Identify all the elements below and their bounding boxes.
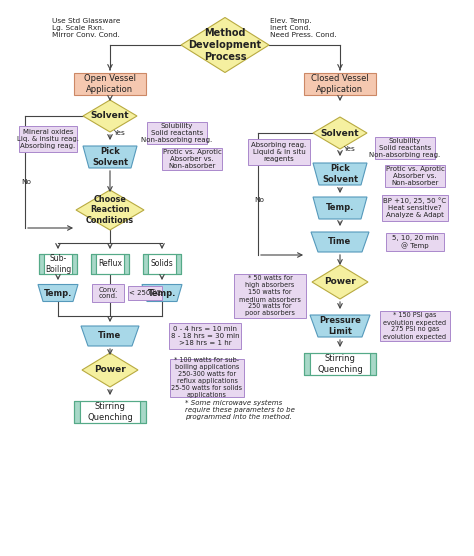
FancyBboxPatch shape xyxy=(382,195,448,221)
Text: BP +10, 25, 50 °C
Heat sensitive?
Analyze & Adapt: BP +10, 25, 50 °C Heat sensitive? Analyz… xyxy=(383,197,447,219)
FancyBboxPatch shape xyxy=(304,73,376,95)
Polygon shape xyxy=(312,265,368,299)
FancyBboxPatch shape xyxy=(162,148,222,170)
Text: Temp.: Temp. xyxy=(148,289,176,297)
Text: Pick
Solvent: Pick Solvent xyxy=(92,147,128,167)
Text: Elev. Temp.
Inert Cond.
Need Press. Cond.: Elev. Temp. Inert Cond. Need Press. Cond… xyxy=(270,18,337,38)
FancyBboxPatch shape xyxy=(380,311,450,341)
Text: Temp.: Temp. xyxy=(326,203,354,212)
Polygon shape xyxy=(313,197,367,219)
Polygon shape xyxy=(310,315,370,337)
FancyBboxPatch shape xyxy=(80,401,140,423)
Text: Method
Development
Process: Method Development Process xyxy=(189,28,262,62)
Text: Use Std Glassware
Lg. Scale Rxn.
Mirror Conv. Cond.: Use Std Glassware Lg. Scale Rxn. Mirror … xyxy=(52,18,120,38)
Text: Closed Vessel
Application: Closed Vessel Application xyxy=(311,75,369,94)
Polygon shape xyxy=(83,100,137,132)
FancyBboxPatch shape xyxy=(234,274,306,318)
Text: Time: Time xyxy=(328,237,352,246)
Text: No: No xyxy=(21,179,31,185)
Polygon shape xyxy=(311,232,369,252)
Text: No: No xyxy=(254,197,264,203)
FancyBboxPatch shape xyxy=(304,353,310,375)
FancyBboxPatch shape xyxy=(19,126,77,152)
Text: Sub-
Boiling: Sub- Boiling xyxy=(45,254,71,274)
Text: Yes: Yes xyxy=(113,130,125,136)
Text: Solvent: Solvent xyxy=(91,112,129,121)
FancyBboxPatch shape xyxy=(370,353,376,375)
Text: Solvent: Solvent xyxy=(321,128,359,137)
Text: Choose
Reaction
Conditions: Choose Reaction Conditions xyxy=(86,195,134,225)
Text: * 100 watts for sub-
boiling applications
250-300 watts for
reflux applications
: * 100 watts for sub- boiling application… xyxy=(172,358,243,399)
Text: Open Vessel
Application: Open Vessel Application xyxy=(84,75,136,94)
FancyBboxPatch shape xyxy=(147,122,207,144)
Text: Temp.: Temp. xyxy=(44,289,72,297)
FancyBboxPatch shape xyxy=(248,139,310,165)
FancyBboxPatch shape xyxy=(92,284,124,302)
FancyBboxPatch shape xyxy=(169,323,241,349)
Polygon shape xyxy=(81,326,139,346)
Text: 5, 10, 20 min
@ Temp: 5, 10, 20 min @ Temp xyxy=(392,235,438,249)
Polygon shape xyxy=(76,190,144,230)
FancyBboxPatch shape xyxy=(96,254,124,274)
Text: Yes: Yes xyxy=(343,146,355,152)
Text: Conv.
cond.: Conv. cond. xyxy=(98,286,118,300)
FancyBboxPatch shape xyxy=(44,254,72,274)
FancyBboxPatch shape xyxy=(91,254,96,274)
Text: Protic vs. Aprotic
Absorber vs.
Non-absorber: Protic vs. Aprotic Absorber vs. Non-abso… xyxy=(163,149,221,169)
Polygon shape xyxy=(38,285,78,301)
Polygon shape xyxy=(142,285,182,301)
Text: Time: Time xyxy=(99,331,122,340)
Text: Stirring
Quenching: Stirring Quenching xyxy=(87,403,133,421)
FancyBboxPatch shape xyxy=(143,254,148,274)
Text: Solids: Solids xyxy=(151,260,173,269)
Text: < 250 °C: < 250 °C xyxy=(129,290,161,296)
Text: * 150 PSI gas
evolution expected
275 PSI no gas
evolution expected: * 150 PSI gas evolution expected 275 PSI… xyxy=(383,312,447,340)
FancyBboxPatch shape xyxy=(74,401,80,423)
Polygon shape xyxy=(181,17,269,72)
Text: Power: Power xyxy=(324,277,356,286)
Text: Protic vs. Aprotic
Absorber vs.
Non-absorber: Protic vs. Aprotic Absorber vs. Non-abso… xyxy=(385,166,445,186)
Text: * 50 watts for
high absorbers
150 watts for
medium absorbers
250 watts for
poor : * 50 watts for high absorbers 150 watts … xyxy=(239,276,301,316)
FancyBboxPatch shape xyxy=(39,254,44,274)
Text: Power: Power xyxy=(94,365,126,375)
Text: Stirring
Quenching: Stirring Quenching xyxy=(317,354,363,374)
Text: Solubility
Solid reactants
Non-absorbing reag.: Solubility Solid reactants Non-absorbing… xyxy=(369,138,441,158)
Text: 0 - 4 hrs = 10 min
8 - 18 hrs = 30 min
>18 hrs = 1 hr: 0 - 4 hrs = 10 min 8 - 18 hrs = 30 min >… xyxy=(171,326,239,346)
FancyBboxPatch shape xyxy=(74,73,146,95)
Polygon shape xyxy=(313,117,367,149)
FancyBboxPatch shape xyxy=(375,137,435,159)
FancyBboxPatch shape xyxy=(385,165,445,187)
Text: * Some microwave systems
require these parameters to be
programmed into the meth: * Some microwave systems require these p… xyxy=(185,400,295,420)
FancyBboxPatch shape xyxy=(72,254,77,274)
FancyBboxPatch shape xyxy=(140,401,146,423)
FancyBboxPatch shape xyxy=(310,353,370,375)
Text: Solubility
Solid reactants
Non-absorbing reag.: Solubility Solid reactants Non-absorbing… xyxy=(141,123,213,143)
FancyBboxPatch shape xyxy=(386,233,444,251)
FancyBboxPatch shape xyxy=(176,254,181,274)
FancyBboxPatch shape xyxy=(170,359,244,397)
Text: Pick
Solvent: Pick Solvent xyxy=(322,165,358,183)
Polygon shape xyxy=(83,146,137,168)
Polygon shape xyxy=(313,163,367,185)
Text: Reflux: Reflux xyxy=(98,260,122,269)
Text: Pressure
Limit: Pressure Limit xyxy=(319,316,361,336)
Polygon shape xyxy=(82,353,138,387)
Text: Mineral oxides
Liq. & insitu reag.
Absorbing reag.: Mineral oxides Liq. & insitu reag. Absor… xyxy=(17,129,79,149)
FancyBboxPatch shape xyxy=(148,254,176,274)
FancyBboxPatch shape xyxy=(124,254,129,274)
Text: Absorbing reag.
Liquid & in situ
reagents: Absorbing reag. Liquid & in situ reagent… xyxy=(251,142,307,162)
FancyBboxPatch shape xyxy=(128,286,162,300)
